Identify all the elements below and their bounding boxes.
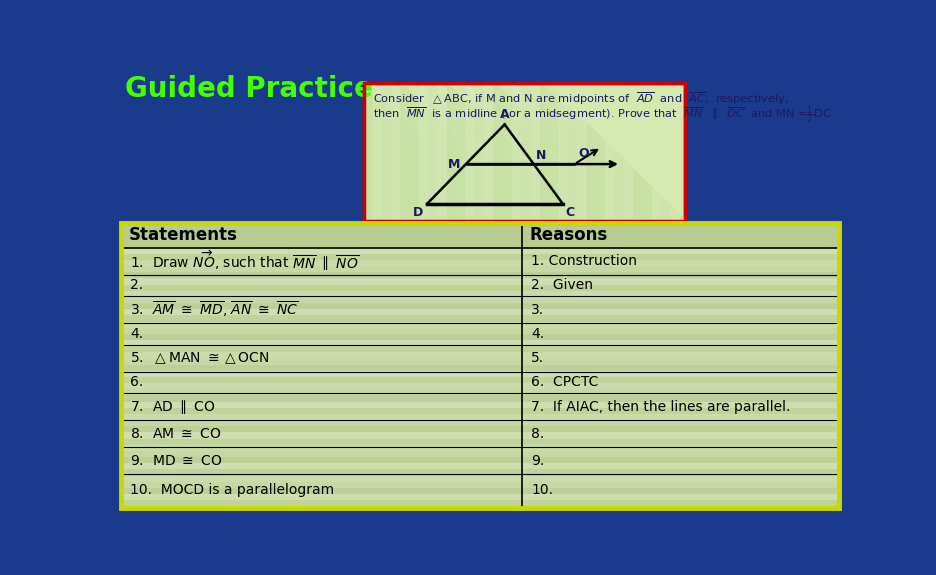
Text: 9.: 9. [531,454,544,467]
Bar [121,402,839,408]
Text: 7.  If AIAC, then the lines are parallel.: 7. If AIAC, then the lines are parallel. [531,400,789,413]
Bar [121,303,839,309]
Text: C: C [564,206,574,219]
Text: 3.: 3. [531,302,544,317]
Text: 7.  AD $\parallel$ CO: 7. AD $\parallel$ CO [130,398,215,416]
Bar [121,359,839,365]
Text: 1. Construction: 1. Construction [531,254,636,268]
Bar [121,463,839,469]
Text: 5.  $\triangle$MAN $\cong$$\triangle$OCN: 5. $\triangle$MAN $\cong$$\triangle$OCN [130,350,270,366]
Bar [121,476,839,482]
Bar [121,451,839,457]
Bar [121,426,839,432]
Bar [121,488,839,494]
Bar [121,371,839,377]
Bar [121,420,839,426]
Bar [121,482,839,488]
Bar [121,414,839,420]
Bar [121,248,839,254]
Bar [121,469,839,476]
Text: 6.: 6. [130,375,143,389]
Text: M: M [447,158,460,171]
Text: 10.: 10. [531,483,552,497]
Bar [121,346,839,352]
Text: Statements: Statements [128,227,238,244]
Bar [121,365,839,371]
Bar [121,444,839,451]
Bar [121,507,839,508]
Bar [121,297,839,303]
Text: 9.  MD $\cong$ CO: 9. MD $\cong$ CO [130,454,223,467]
Text: 1.  Draw $\overrightarrow{NO}$, such that $\overline{MN}$ $\parallel$ $\overline: 1. Draw $\overrightarrow{NO}$, such that… [130,249,359,274]
Text: 10.  MOCD is a parallelogram: 10. MOCD is a parallelogram [130,483,334,497]
Bar [121,223,839,248]
Bar [121,223,839,508]
Text: 8.: 8. [531,427,544,440]
Bar [121,285,839,291]
Bar [121,408,839,414]
Text: then  $\overline{MN}$  is a midline ( or a midsegment). Prove that  $\overline{M: then $\overline{MN}$ is a midline ( or a… [373,105,834,126]
Bar [121,316,839,321]
Text: O: O [578,147,588,160]
Bar [121,321,839,328]
Bar [121,500,839,507]
Text: Consider  $\triangle$ABC, if M and N are midpoints of  $\overline{AD}$  and  $\o: Consider $\triangle$ABC, if M and N are … [373,90,788,108]
Text: 4.: 4. [531,327,544,341]
Bar [121,383,839,389]
Text: 2.: 2. [130,278,143,292]
Bar [121,334,839,340]
Text: 8.  AM $\cong$ CO: 8. AM $\cong$ CO [130,427,221,440]
Bar [121,457,839,463]
Bar [121,273,839,278]
Bar [121,291,839,297]
Bar [121,377,839,383]
Text: 3.  $\overline{AM}$ $\cong$ $\overline{MD}$, $\overline{AN}$ $\cong$ $\overline{: 3. $\overline{AM}$ $\cong$ $\overline{MD… [130,300,299,319]
Text: A: A [499,108,509,121]
Bar [121,432,839,439]
Bar [121,396,839,402]
Text: D: D [413,206,423,219]
Bar [121,328,839,334]
Bar [121,242,839,248]
Bar [121,229,839,235]
Bar [121,352,839,359]
Text: Reasons: Reasons [529,227,607,244]
Bar [121,235,839,242]
Bar [121,266,839,273]
Bar [121,340,839,346]
Text: Guided Practice: Guided Practice [124,75,373,103]
Bar [363,83,684,221]
Bar [121,223,839,229]
Bar [121,278,839,285]
Bar [121,389,839,396]
Bar [121,254,839,260]
Text: 2.  Given: 2. Given [531,278,592,292]
Bar [121,260,839,266]
Bar [121,494,839,500]
Text: 4.: 4. [130,327,143,341]
Bar [121,309,839,316]
Text: N: N [535,149,546,162]
Bar [121,439,839,444]
Bar [363,83,684,221]
Text: 6.  CPCTC: 6. CPCTC [531,375,598,389]
Text: 5.: 5. [531,351,544,365]
